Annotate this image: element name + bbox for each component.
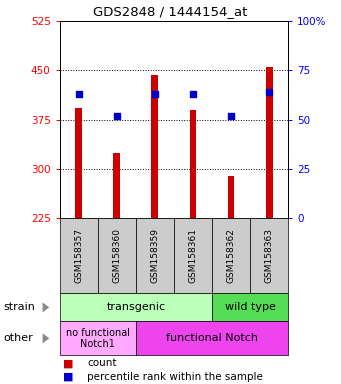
Text: count: count bbox=[87, 358, 117, 368]
Text: GSM158357: GSM158357 bbox=[74, 228, 83, 283]
Bar bbox=[75, 108, 82, 218]
Text: transgenic: transgenic bbox=[106, 302, 165, 313]
Text: ■: ■ bbox=[63, 372, 74, 382]
Text: other: other bbox=[3, 333, 33, 343]
Text: GSM158361: GSM158361 bbox=[189, 228, 197, 283]
Point bbox=[190, 91, 196, 97]
Bar bbox=[151, 75, 158, 218]
Point bbox=[76, 91, 81, 97]
Text: strain: strain bbox=[3, 302, 35, 313]
Text: GSM158363: GSM158363 bbox=[265, 228, 273, 283]
Point bbox=[228, 113, 234, 119]
Text: percentile rank within the sample: percentile rank within the sample bbox=[87, 372, 263, 382]
Bar bbox=[227, 176, 235, 218]
Bar bbox=[266, 66, 272, 218]
Text: no functional
Notch1: no functional Notch1 bbox=[66, 328, 130, 349]
Point bbox=[266, 89, 272, 95]
Bar bbox=[190, 110, 196, 218]
Text: GSM158362: GSM158362 bbox=[226, 228, 236, 283]
Text: GDS2848 / 1444154_at: GDS2848 / 1444154_at bbox=[93, 5, 248, 18]
Text: GSM158360: GSM158360 bbox=[112, 228, 121, 283]
Point bbox=[114, 113, 119, 119]
Text: GSM158359: GSM158359 bbox=[150, 228, 159, 283]
Text: functional Notch: functional Notch bbox=[166, 333, 258, 343]
Text: ■: ■ bbox=[63, 358, 74, 368]
Bar bbox=[113, 153, 120, 218]
Point bbox=[152, 91, 158, 97]
Text: wild type: wild type bbox=[225, 302, 276, 313]
